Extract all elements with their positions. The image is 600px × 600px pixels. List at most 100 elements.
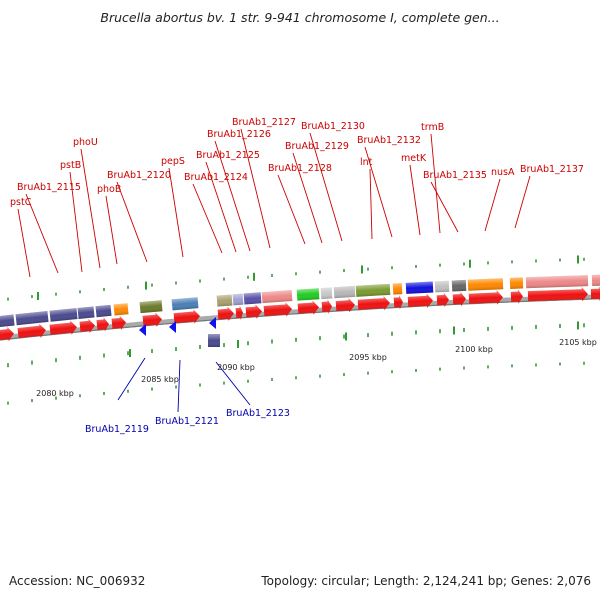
gene-block-shading xyxy=(261,290,293,304)
major-tick-mark xyxy=(361,265,363,274)
gene-block-shading xyxy=(15,310,49,326)
gene-block-shading xyxy=(296,288,320,301)
gene-label-forward: BruAb1_2128 xyxy=(268,163,332,174)
tick-mark xyxy=(391,331,393,336)
tick-mark xyxy=(31,295,33,299)
tick-mark xyxy=(31,360,33,365)
major-tick-mark xyxy=(253,272,255,281)
tick-mark xyxy=(343,269,345,273)
tick-mark xyxy=(7,297,9,301)
tick-mark xyxy=(487,326,489,331)
tick-mark xyxy=(151,349,153,354)
tick-mark xyxy=(79,394,81,398)
tick-mark xyxy=(103,391,105,395)
gene-label-leader xyxy=(430,133,441,234)
tick-mark xyxy=(295,272,297,276)
chromosome-backbone xyxy=(0,294,600,341)
reverse-gene-block-shading xyxy=(208,334,220,347)
cds-forward-shading xyxy=(49,320,77,335)
tick-mark xyxy=(271,377,273,381)
gene-label-forward: BruAb1_2135 xyxy=(423,170,487,181)
major-tick-mark xyxy=(345,332,347,341)
tick-mark xyxy=(511,364,513,368)
tick-mark xyxy=(343,373,345,377)
gene-block-shading xyxy=(0,314,15,328)
tick-mark xyxy=(535,259,537,263)
cds-forward-shading xyxy=(0,327,14,342)
tick-mark xyxy=(271,273,273,277)
tick-mark xyxy=(583,323,585,328)
gene-block-shading xyxy=(320,287,333,300)
tick-mark xyxy=(151,283,153,287)
cds-forward-shading xyxy=(357,296,390,311)
tick-mark xyxy=(583,257,585,261)
gene-label-forward: BruAb1_2115 xyxy=(17,182,81,193)
tick-mark xyxy=(175,385,177,389)
tick-mark xyxy=(511,325,513,330)
gene-label-forward: BruAb1_2130 xyxy=(301,121,365,132)
cds-forward-shading xyxy=(217,306,234,321)
cds-forward-shading xyxy=(321,299,332,314)
tick-label: 2105 kbp xyxy=(559,338,597,347)
tick-mark xyxy=(7,401,9,405)
major-tick-mark xyxy=(37,291,39,300)
gene-block-shading xyxy=(243,292,262,305)
tick-mark xyxy=(7,363,9,368)
tick-mark xyxy=(559,362,561,366)
gene-block-shading xyxy=(333,285,356,299)
tick-mark xyxy=(175,281,177,285)
gene-label-leader xyxy=(292,152,323,244)
tick-mark xyxy=(127,351,129,356)
gene-label-forward: BruAb1_2120 xyxy=(107,170,171,181)
gene-label-leader xyxy=(116,181,148,263)
cds-forward-shading xyxy=(235,305,243,320)
tick-mark xyxy=(31,399,33,403)
tick-mark xyxy=(79,290,81,294)
gene-label-leader xyxy=(205,161,237,253)
tick-mark xyxy=(55,358,57,363)
cds-forward-shading xyxy=(173,309,200,324)
gene-block-shading xyxy=(451,279,467,292)
gene-track xyxy=(0,274,600,347)
cds-forward-shading xyxy=(245,304,262,319)
gene-block-shading xyxy=(77,306,95,319)
cds-forward-shading xyxy=(142,312,162,327)
map-title: Brucella abortus bv. 1 str. 9-941 chromo… xyxy=(100,10,500,25)
cds-forward-shading xyxy=(17,323,46,339)
tick-mark xyxy=(247,275,249,279)
tick-mark xyxy=(319,336,321,341)
tick-mark xyxy=(223,277,225,281)
gene-label-leader xyxy=(240,128,271,249)
gene-label-leader xyxy=(369,168,373,240)
gene-label-leader xyxy=(215,361,251,406)
tick-label: 2090 kbp xyxy=(217,363,255,372)
tick-mark xyxy=(343,334,345,339)
tick-mark xyxy=(415,368,417,372)
tick-mark xyxy=(55,292,57,296)
tick-mark xyxy=(439,329,441,334)
gene-block-shading xyxy=(591,274,600,287)
tick-mark xyxy=(247,379,249,383)
tick-mark xyxy=(439,263,441,267)
gene-label-leader xyxy=(69,171,83,273)
tick-mark xyxy=(271,339,273,344)
gene-label-forward: BruAb1_2127 xyxy=(232,117,296,128)
cds-forward-shading xyxy=(297,300,319,315)
tick-mark xyxy=(415,264,417,268)
major-tick-mark xyxy=(469,259,471,268)
gene-block-shading xyxy=(392,283,403,295)
cds-forward-shading xyxy=(263,302,292,317)
tick-mark xyxy=(463,366,465,370)
gene-label-leader xyxy=(409,164,421,236)
tick-mark xyxy=(367,333,369,338)
gene-label-forward: BruAb1_2132 xyxy=(357,135,421,146)
tick-mark xyxy=(199,345,201,350)
tick-mark xyxy=(319,270,321,274)
tick-mark xyxy=(439,367,441,371)
gene-block-shading xyxy=(113,303,129,316)
tick-mark xyxy=(391,266,393,270)
tick-mark xyxy=(487,261,489,265)
gene-label-forward: BruAb1_2124 xyxy=(184,172,248,183)
cds-forward-shading xyxy=(436,292,449,307)
gene-block-shading xyxy=(232,293,244,306)
